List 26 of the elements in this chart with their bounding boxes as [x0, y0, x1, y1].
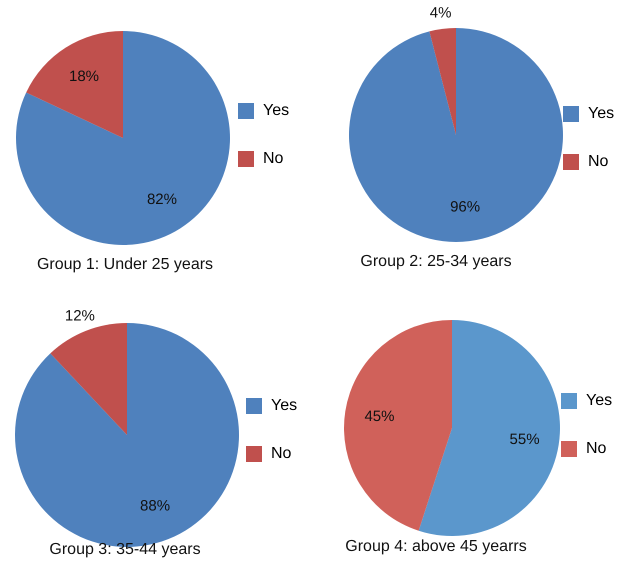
pie-slice [16, 31, 230, 245]
text: Group 1: Under 25 years [36, 256, 214, 274]
data-label: 82% [146, 190, 177, 208]
legend-label: Yes [263, 102, 290, 120]
legend-label: No [271, 445, 292, 463]
data-label: 12% [64, 307, 95, 324]
data-label: 4% [430, 4, 452, 22]
pie-slice [429, 28, 456, 135]
text: Group 3: 35-44 years [48, 541, 202, 559]
data-label: 96% [450, 198, 480, 216]
pie-slice [26, 31, 123, 138]
legend-label: Yes [588, 105, 614, 123]
legend-label: No [586, 440, 606, 458]
pie-slice [50, 323, 127, 435]
pie-slice [344, 320, 452, 531]
data-label: 18% [69, 68, 100, 86]
data-label: 45% [364, 408, 394, 426]
text: Group 4: above 45 yearrs [344, 538, 528, 556]
data-label: 55% [510, 430, 540, 448]
data-label: 88% [140, 497, 170, 514]
legend-label: No [263, 150, 284, 168]
legend-label: Yes [586, 392, 612, 410]
pie-slice [418, 320, 560, 536]
text: Group 2: 25-34 years [359, 253, 513, 271]
legend-label: No [588, 153, 608, 171]
legend-label: Yes [271, 397, 298, 415]
